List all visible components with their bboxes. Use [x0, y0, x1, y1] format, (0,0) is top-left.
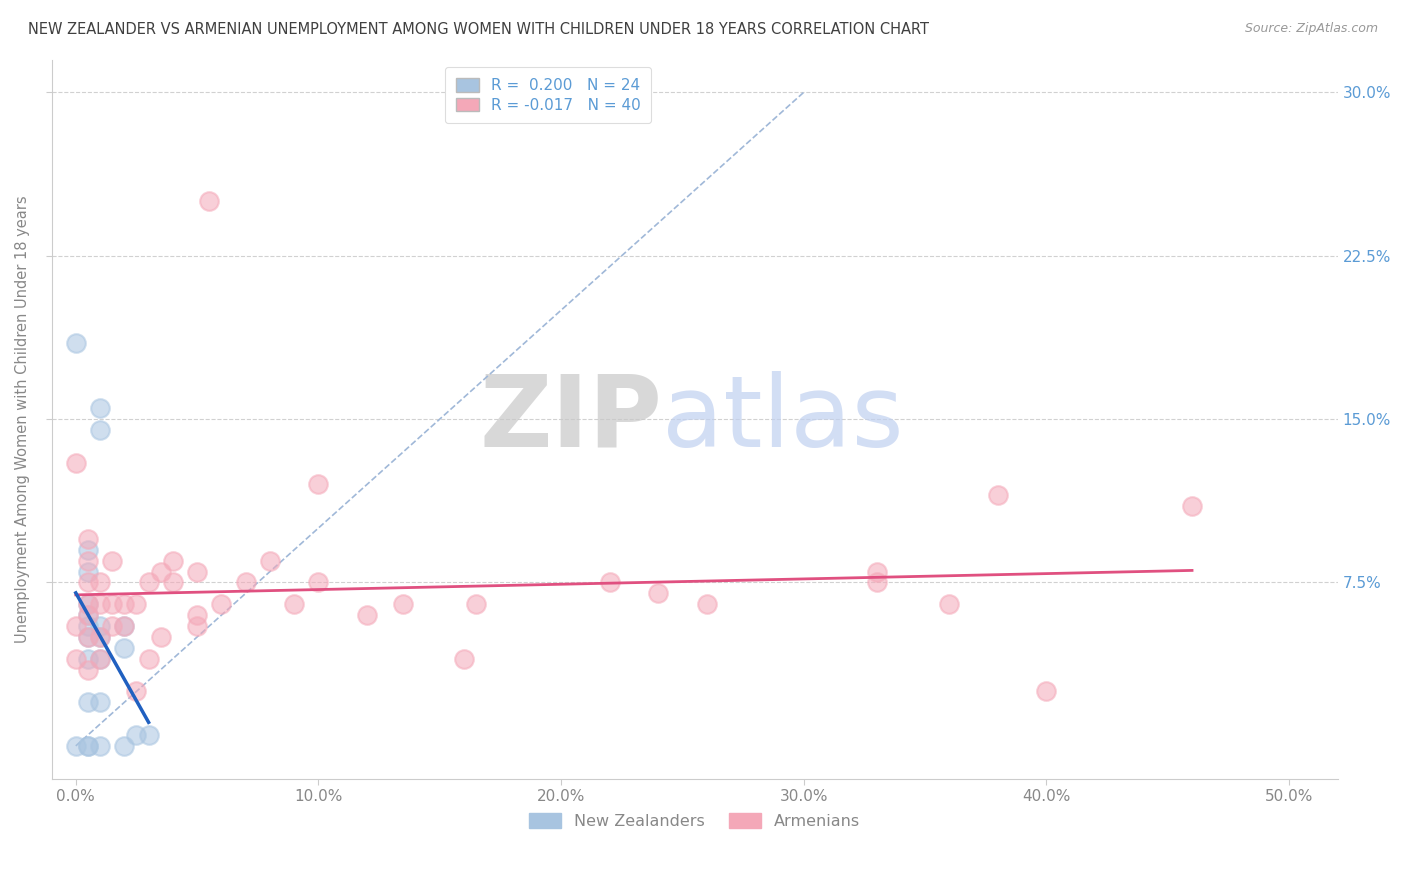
Point [125, 684, 148, 698]
Point [283, 597, 305, 611]
Point [77, 739, 100, 753]
Point [89, 597, 111, 611]
Point [77, 565, 100, 579]
Point [392, 597, 415, 611]
Point [77, 542, 100, 557]
Text: ZIP: ZIP [479, 370, 662, 467]
Point [138, 652, 160, 666]
Point [77, 597, 100, 611]
Point [77, 597, 100, 611]
Point [112, 619, 135, 633]
Text: Source: ZipAtlas.com: Source: ZipAtlas.com [1244, 22, 1378, 36]
Point [101, 597, 124, 611]
Point [77, 630, 100, 644]
Point [865, 575, 887, 590]
Text: atlas: atlas [662, 370, 904, 467]
Point [138, 575, 160, 590]
Point [77, 608, 100, 623]
Point [89, 739, 111, 753]
Point [65, 456, 87, 470]
Y-axis label: Unemployment Among Women with Children Under 18 years: Unemployment Among Women with Children U… [15, 195, 30, 643]
Point [198, 194, 221, 209]
Point [162, 575, 184, 590]
Point [89, 575, 111, 590]
Point [77, 608, 100, 623]
Point [89, 619, 111, 633]
Point [77, 532, 100, 546]
Point [65, 739, 87, 753]
Point [77, 663, 100, 677]
Point [465, 597, 488, 611]
Point [112, 739, 135, 753]
Point [149, 630, 172, 644]
Point [1181, 500, 1204, 514]
Point [77, 630, 100, 644]
Point [101, 619, 124, 633]
Point [186, 565, 208, 579]
Point [89, 630, 111, 644]
Point [235, 575, 257, 590]
Point [89, 630, 111, 644]
Point [89, 652, 111, 666]
Point [77, 554, 100, 568]
Point [89, 652, 111, 666]
Point [65, 652, 87, 666]
Point [162, 554, 184, 568]
Point [112, 619, 135, 633]
Point [101, 554, 124, 568]
Point [112, 597, 135, 611]
Point [307, 575, 329, 590]
Point [149, 565, 172, 579]
Point [112, 640, 135, 655]
Point [259, 554, 281, 568]
Point [865, 565, 887, 579]
Point [209, 597, 232, 611]
Point [77, 739, 100, 753]
Point [77, 619, 100, 633]
Point [89, 401, 111, 416]
Point [186, 608, 208, 623]
Point [453, 652, 475, 666]
Point [938, 597, 960, 611]
Point [65, 335, 87, 350]
Point [125, 728, 148, 742]
Point [356, 608, 378, 623]
Point [125, 597, 148, 611]
Point [138, 728, 160, 742]
Point [89, 423, 111, 437]
Point [77, 575, 100, 590]
Point [1035, 684, 1057, 698]
Point [186, 619, 208, 633]
Point [696, 597, 718, 611]
Point [307, 477, 329, 491]
Point [647, 586, 669, 600]
Point [65, 619, 87, 633]
Point [599, 575, 621, 590]
Point [987, 488, 1010, 502]
Point [77, 652, 100, 666]
Point [77, 695, 100, 709]
Legend: New Zealanders, Armenians: New Zealanders, Armenians [523, 807, 866, 835]
Point [89, 695, 111, 709]
Text: NEW ZEALANDER VS ARMENIAN UNEMPLOYMENT AMONG WOMEN WITH CHILDREN UNDER 18 YEARS : NEW ZEALANDER VS ARMENIAN UNEMPLOYMENT A… [28, 22, 929, 37]
